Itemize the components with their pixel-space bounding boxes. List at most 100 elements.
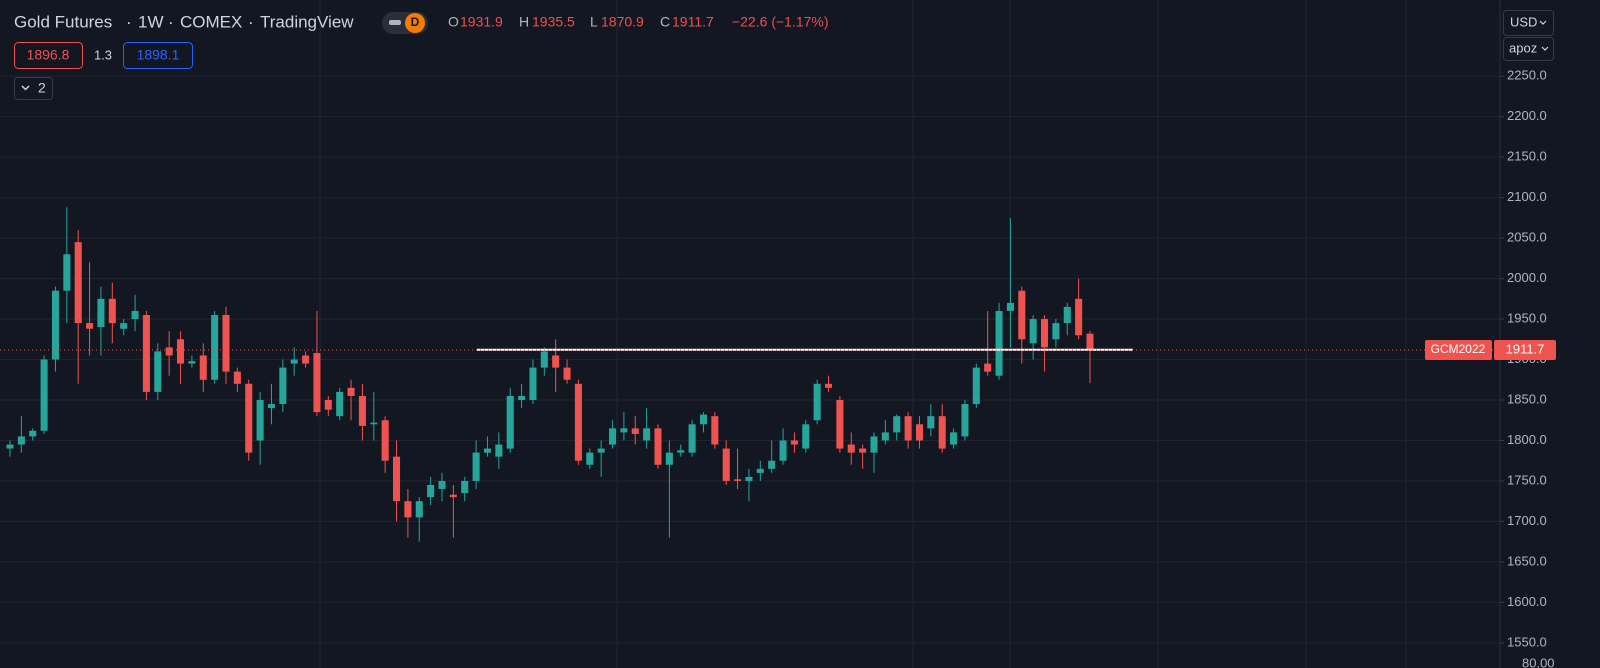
y-tick-label: 2100.0 [1507, 189, 1547, 204]
exchange: COMEX [180, 12, 242, 31]
candle-body [483, 448, 491, 453]
candle-body [211, 315, 219, 380]
price-axis: 1550.0 1600.0 1650.0 1700.0 1750.0 1800.0 1850… [1500, 68, 1547, 649]
candle-body [586, 452, 594, 465]
candle-body [984, 363, 992, 372]
y-tick-label: 2250.0 [1507, 68, 1547, 83]
plot-area [0, 207, 1500, 542]
candle-body [177, 339, 185, 364]
candle-body [654, 428, 662, 465]
candle-body [745, 476, 753, 481]
candle-body [768, 460, 776, 469]
candle-body [370, 422, 378, 425]
eye-icon [389, 20, 401, 25]
y-tick-label: 2150.0 [1507, 149, 1547, 164]
sell-box[interactable] [14, 42, 83, 69]
candle-body [915, 424, 923, 441]
y-tick-label: 2000.0 [1507, 270, 1547, 285]
currency[interactable]: USD [1510, 14, 1537, 29]
ask-value[interactable]: 1898.1 [137, 47, 180, 63]
low-value: 1870.9 [601, 14, 644, 30]
y-tick-label: 1700.0 [1507, 513, 1547, 528]
y-tick-label: 1800.0 [1507, 432, 1547, 447]
candle-body [779, 440, 787, 461]
candle-body [711, 416, 719, 445]
candle-body [108, 298, 116, 324]
candle-body [131, 310, 139, 320]
candle-body [552, 355, 560, 368]
candle-body [643, 428, 651, 441]
candle-body [40, 359, 48, 431]
candle-body [574, 383, 582, 461]
candle-body [1018, 290, 1026, 340]
candle-body [324, 400, 332, 410]
candle-body [1052, 323, 1060, 340]
candle-body [6, 444, 14, 449]
candle-body [188, 361, 196, 364]
candle-body [74, 242, 82, 324]
chevron-icon [1541, 46, 1549, 51]
candle-body [802, 424, 810, 449]
scale-button[interactable] [1503, 37, 1554, 61]
candle-body [86, 323, 94, 329]
delay-badge [405, 13, 425, 33]
candle-body [495, 444, 503, 457]
candle-body [51, 290, 59, 360]
y-tick-label: 1950.0 [1507, 310, 1547, 325]
candle-body [734, 479, 742, 481]
y-tick-label: 1650.0 [1507, 553, 1547, 568]
spread-value: 1.3 [94, 47, 112, 62]
open-label: O [448, 14, 459, 30]
open-value: 1931.9 [460, 14, 503, 30]
candle-body [199, 355, 207, 380]
candle-body [881, 432, 889, 441]
currency-button[interactable] [1503, 10, 1554, 36]
buy-box[interactable] [123, 42, 193, 69]
candle-body [222, 315, 230, 372]
source: TradingView [260, 12, 354, 31]
candle-body [677, 450, 685, 453]
y-tick-label: 1600.0 [1507, 594, 1547, 609]
candle-body [609, 428, 617, 445]
candle-body [142, 315, 150, 392]
collapse-button[interactable] [14, 77, 53, 100]
candle-body [427, 485, 435, 498]
candle-body [540, 351, 548, 368]
candle-body [529, 367, 537, 400]
volume-axis-label: 80.00 [1522, 655, 1555, 668]
bid-value[interactable]: 1896.8 [27, 47, 70, 63]
symbol-title: Gold Futures [14, 12, 112, 31]
candle-body [290, 359, 298, 364]
candle-body [870, 436, 878, 453]
candle-body [722, 448, 730, 481]
candle-body [1029, 319, 1037, 344]
candle-body [461, 480, 469, 494]
candle-body [859, 448, 867, 453]
candle-body [472, 452, 480, 481]
candle-body [620, 428, 628, 433]
interval[interactable]: 1W [138, 12, 164, 31]
candle-body [154, 351, 162, 392]
y-tick-label: 1750.0 [1507, 472, 1547, 487]
candle-body [120, 323, 128, 329]
low-label: L [590, 14, 598, 30]
candle-body [313, 353, 321, 413]
candle-body [893, 416, 901, 433]
candle-body [404, 501, 412, 518]
candle-body [938, 416, 946, 449]
candle-body [63, 254, 71, 291]
chevron-icon [1539, 20, 1547, 25]
y-tick-label: 2050.0 [1507, 230, 1547, 245]
candle-body [518, 395, 526, 400]
candle-body [506, 395, 514, 449]
scale-mode[interactable]: apoz [1509, 40, 1537, 55]
candle-body [165, 347, 173, 356]
candle-body [347, 387, 355, 396]
candle-body [756, 468, 764, 473]
candle-body [393, 456, 401, 502]
candle-body [415, 501, 423, 518]
grid [0, 0, 1500, 668]
symbol-label: GCM2022 [1431, 342, 1486, 356]
high-label: H [519, 14, 529, 30]
change: −22.6 (−1.17%) [732, 14, 829, 30]
